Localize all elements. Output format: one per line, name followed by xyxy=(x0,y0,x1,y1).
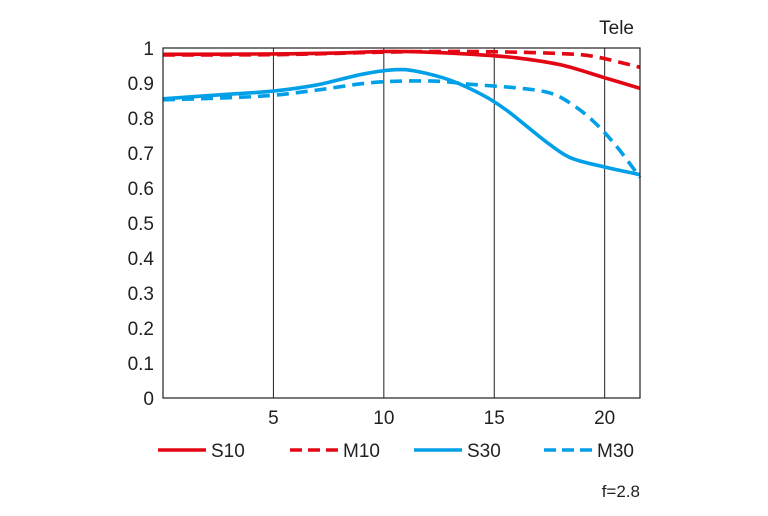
y-tick-label: 0 xyxy=(143,389,154,410)
y-tick-label: 1 xyxy=(143,39,154,60)
y-tick-label: 0.6 xyxy=(128,179,154,200)
series-line-s30 xyxy=(162,67,641,177)
legend-item-s10: S10 xyxy=(158,441,245,462)
x-tick-label: 10 xyxy=(373,408,394,429)
y-tick-label: 0.2 xyxy=(128,319,154,340)
legend-label: M10 xyxy=(343,441,380,462)
y-tick-label: 0.4 xyxy=(128,249,155,270)
y-tick-label: 0.3 xyxy=(128,284,154,305)
y-tick-label: 0.1 xyxy=(128,354,154,375)
series-line-m30 xyxy=(162,79,642,179)
legend-label: S10 xyxy=(211,441,245,462)
legend-label: S30 xyxy=(467,441,501,462)
legend-item-s30: S30 xyxy=(414,441,501,462)
x-tick-label: 20 xyxy=(594,408,615,429)
x-tick-label: 15 xyxy=(484,408,505,429)
x-axis-ticks: 5 10 15 20 xyxy=(268,408,615,429)
series-line-m10 xyxy=(162,49,641,70)
y-axis-ticks: 0 0.1 0.2 0.3 0.4 0.5 0.6 0.7 0.8 0.9 1 xyxy=(128,39,155,410)
y-tick-label: 0.5 xyxy=(128,214,154,235)
legend-label: M30 xyxy=(597,441,634,462)
y-tick-label: 0.9 xyxy=(128,74,154,95)
grid xyxy=(272,48,606,398)
plot-frame xyxy=(162,47,641,399)
footnote-text: f=2.8 xyxy=(602,482,640,501)
series-lines xyxy=(162,49,642,179)
y-tick-label: 0.8 xyxy=(128,109,154,130)
y-tick-label: 0.7 xyxy=(128,144,154,165)
legend-item-m10: M10 xyxy=(290,441,380,462)
legend-item-m30: M30 xyxy=(544,441,634,462)
corner-label: Tele xyxy=(599,18,634,39)
x-tick-label: 5 xyxy=(268,408,279,429)
legend: S10 M10 S30 M30 xyxy=(158,441,634,462)
